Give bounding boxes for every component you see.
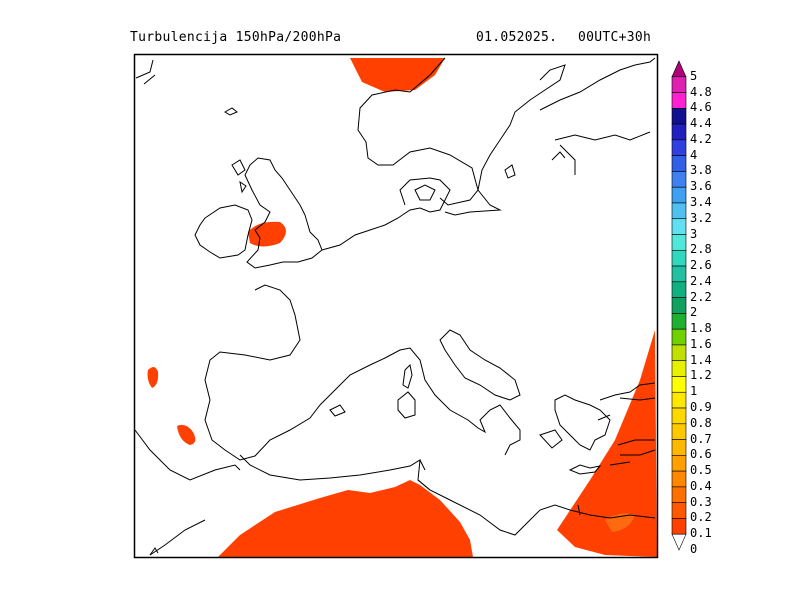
color-scale-segment xyxy=(671,202,687,220)
color-scale-label: 4.2 xyxy=(690,131,712,146)
zone-east-med xyxy=(557,330,657,557)
color-scale-segment xyxy=(671,123,687,141)
color-scale-label: 3.4 xyxy=(690,194,712,209)
color-scale-label: 0.3 xyxy=(690,494,712,509)
color-scale-label: 3 xyxy=(690,226,698,241)
color-scale-label: 4.8 xyxy=(690,84,712,99)
color-scale-segment xyxy=(671,360,687,377)
zone-norway xyxy=(350,58,445,92)
color-scale-segment xyxy=(671,502,687,519)
color-scale-segment xyxy=(671,171,687,188)
map-title: Turbulencija 150hPa/200hPa xyxy=(130,30,342,45)
color-scale-segment xyxy=(671,486,687,503)
color-scale-label: 0.5 xyxy=(690,463,712,478)
color-scale-segment xyxy=(671,249,687,267)
color-scale-label: 3.6 xyxy=(690,179,712,194)
color-scale-label: 2.2 xyxy=(690,289,712,304)
color-scale-label: 1 xyxy=(690,384,698,399)
color-scale-label: 0.7 xyxy=(690,431,712,446)
color-scale-bottom-cap xyxy=(671,533,687,551)
color-scale-label: 0.6 xyxy=(690,447,712,462)
turbulence-zones xyxy=(147,58,657,557)
color-scale-segment xyxy=(671,76,687,93)
zone-north-africa xyxy=(218,480,473,557)
color-scale-label: 4.6 xyxy=(690,100,712,115)
color-scale-segment xyxy=(671,155,687,172)
color-scale-label: 4 xyxy=(690,147,698,162)
color-scale-segment xyxy=(671,186,687,204)
color-scale-label: 2.6 xyxy=(690,258,712,273)
color-scale-label: 0.9 xyxy=(690,400,712,415)
color-scale-segment xyxy=(671,439,687,456)
color-scale-segment xyxy=(671,234,687,251)
color-scale-label: 1.4 xyxy=(690,352,712,367)
color-scale-segment xyxy=(671,313,687,330)
color-scale-segment xyxy=(671,139,687,156)
forecast-run: 00UTC+30h xyxy=(578,30,652,45)
zone-azores-2 xyxy=(177,424,196,445)
color-scale-segment xyxy=(671,518,687,535)
color-scale-segment xyxy=(671,297,687,314)
color-scale-segment xyxy=(671,108,687,125)
color-scale-segment xyxy=(671,376,687,393)
coastlines xyxy=(134,57,656,556)
color-scale-label: 2.8 xyxy=(690,242,712,257)
map-frame xyxy=(133,53,659,559)
color-scale-segment xyxy=(671,391,687,409)
color-scale-label: 2.4 xyxy=(690,273,712,288)
color-scale-segment xyxy=(671,344,687,362)
color-scale-segment xyxy=(671,423,687,440)
color-scale-label: 3.2 xyxy=(690,210,712,225)
color-scale-label: 0 xyxy=(690,542,698,556)
color-scale-label: 4.4 xyxy=(690,116,712,131)
color-scale-label: 1.2 xyxy=(690,368,712,383)
color-scale-label: 1.8 xyxy=(690,321,712,336)
color-scale-label: 0.1 xyxy=(690,526,712,541)
color-scale-segment xyxy=(671,328,687,346)
zone-azores-1 xyxy=(147,366,159,388)
color-scale-label: 0.4 xyxy=(690,478,712,493)
forecast-date: 01.052025. xyxy=(476,30,558,45)
color-scale-segment xyxy=(671,470,687,488)
color-scale-segment xyxy=(671,265,687,283)
zone-britain xyxy=(248,221,286,247)
color-scale-segment xyxy=(671,92,687,109)
color-scale-label: 2 xyxy=(690,305,698,320)
color-scale-label: 1.6 xyxy=(690,336,712,351)
color-scale-segment xyxy=(671,455,687,472)
color-scale-top-cap xyxy=(671,60,687,78)
color-scale-label: 3.8 xyxy=(690,163,712,178)
color-scale xyxy=(671,60,687,551)
color-scale-segment xyxy=(671,407,687,425)
color-scale-label: 0.2 xyxy=(690,510,712,525)
color-scale-segment xyxy=(671,281,687,298)
color-scale-segment xyxy=(671,218,687,235)
color-scale-label: 0.8 xyxy=(690,415,712,430)
color-scale-label: 5 xyxy=(690,68,698,83)
